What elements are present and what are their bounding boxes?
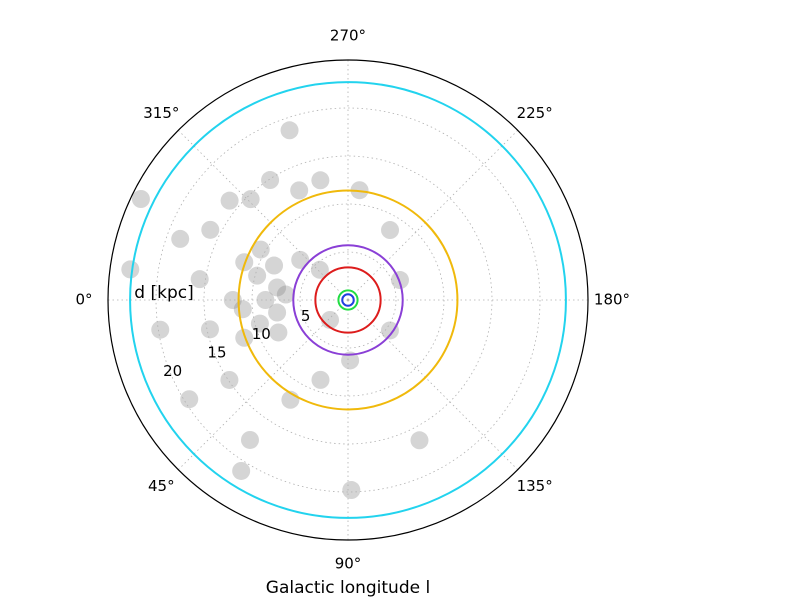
star-point (311, 370, 330, 389)
star-point (232, 461, 251, 480)
distance-circle (341, 293, 355, 307)
star-point (240, 430, 259, 449)
star-point (341, 351, 360, 370)
polar-frame (107, 59, 589, 541)
distance-circle (314, 266, 382, 334)
star-point (268, 303, 287, 322)
star-point (380, 321, 399, 340)
star-point (269, 323, 288, 342)
star-point (180, 390, 199, 409)
star-point (265, 256, 284, 275)
distance-circle (337, 289, 359, 311)
star-point (256, 291, 275, 309)
theta-grid-line (347, 299, 518, 470)
star-point (268, 278, 287, 297)
r-tick-label: 5 (301, 307, 311, 325)
star-point (261, 171, 280, 190)
star-point (121, 260, 140, 279)
theta-tick-label: 90° (335, 555, 362, 573)
star-point (151, 320, 170, 339)
r-tick-label: 15 (207, 344, 226, 362)
theta-tick-label: 135° (517, 477, 553, 495)
star-point (190, 270, 209, 289)
theta-tick-label: 45° (148, 477, 175, 495)
star-point (410, 431, 429, 450)
theta-tick-label: 270° (330, 27, 366, 45)
star-point (241, 190, 260, 209)
r-grid-line (299, 251, 397, 349)
distance-circle (237, 189, 459, 411)
star-point (171, 229, 190, 248)
star-point (276, 285, 295, 304)
star-point (248, 266, 267, 285)
star-point (342, 481, 361, 500)
theta-tick-label: 0° (75, 291, 92, 309)
theta-tick-label: 225° (517, 104, 553, 122)
x-axis-label: Galactic longitude l (266, 578, 430, 598)
distance-circle (292, 244, 404, 356)
theta-grid-line (347, 130, 518, 301)
theta-tick-label: 315° (143, 104, 179, 122)
star-point (220, 191, 239, 210)
star-point (290, 181, 309, 200)
r-tick-label: 20 (163, 362, 182, 380)
star-point (311, 171, 330, 190)
star-point (220, 370, 239, 389)
star-point (251, 240, 270, 259)
star-point (223, 291, 242, 309)
star-point (131, 189, 150, 208)
r-axis-label: d [kpc] (134, 283, 193, 303)
star-point (291, 250, 310, 269)
distance-circle (129, 81, 567, 519)
star-point (280, 121, 299, 140)
r-grid-line (155, 107, 541, 493)
star-point (200, 320, 219, 339)
star-point (250, 314, 269, 333)
r-tick-label: 10 (252, 325, 271, 343)
star-point (201, 220, 220, 239)
star-point (381, 221, 400, 240)
theta-tick-label: 180° (594, 291, 630, 309)
